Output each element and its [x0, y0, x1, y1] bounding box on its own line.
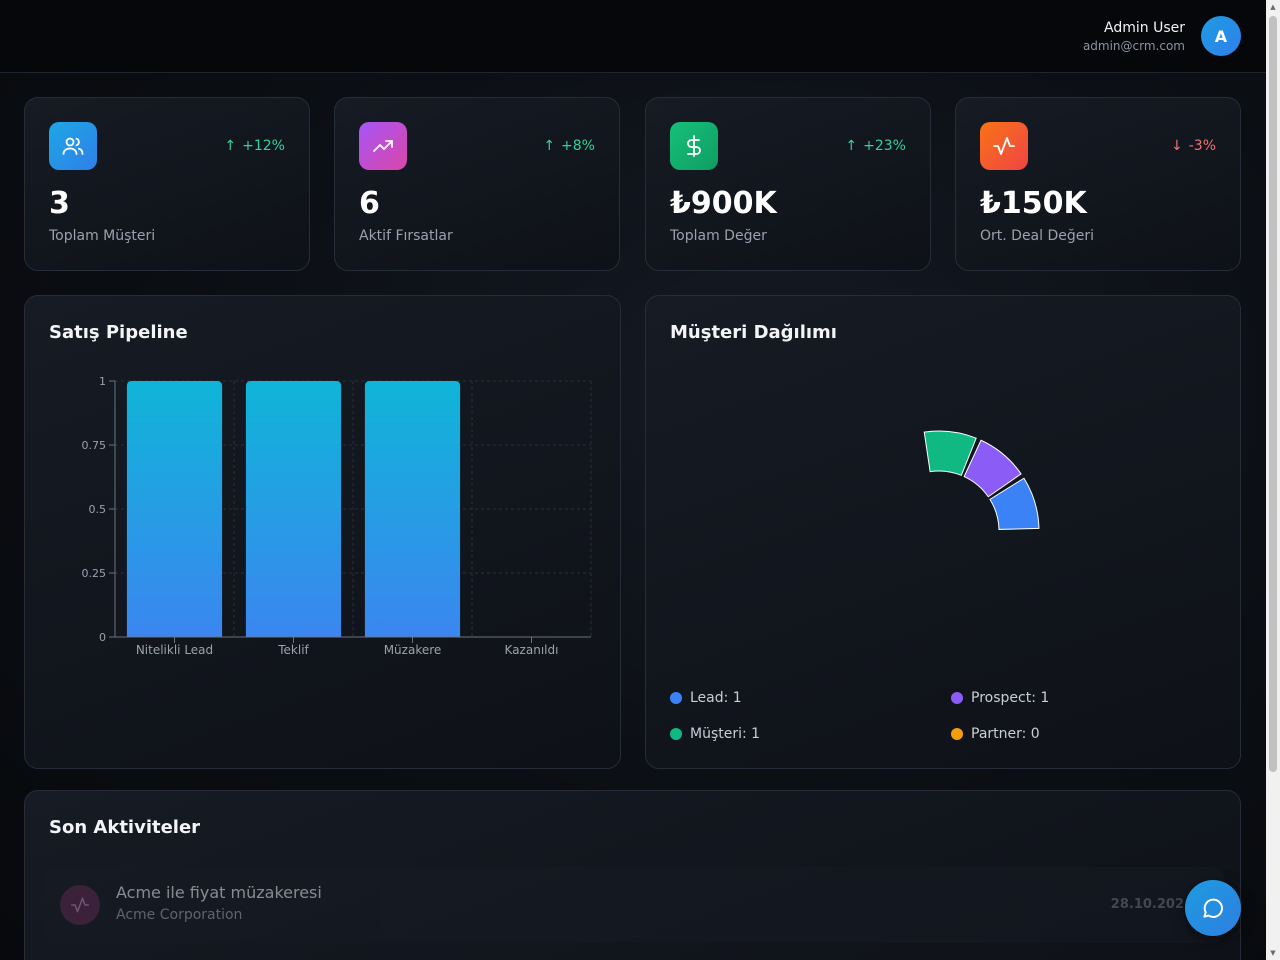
pie-slice-lead [989, 477, 1040, 530]
stat-change: ↓ -3% [1171, 138, 1216, 154]
scroll-up-icon[interactable]: ▲ [1270, 3, 1276, 11]
stat-card-opportunities: ↑ +8% 6 Aktif Fırsatlar [334, 97, 620, 271]
dollar-icon [670, 122, 718, 170]
stat-label: Ort. Deal Değeri [980, 228, 1095, 244]
arrow-up-icon: ↑ [224, 138, 237, 154]
x-tick-label: Müzakere [384, 643, 442, 657]
arrow-up-icon: ↑ [543, 138, 556, 154]
legend-dot [670, 728, 682, 740]
stat-card-total-value: ↑ +23% ₺900K Toplam Değer [645, 97, 931, 271]
users-icon [49, 122, 97, 170]
trending-up-icon [359, 122, 407, 170]
stat-card-avg-deal: ↓ -3% ₺150K Ort. Deal Değeri [955, 97, 1241, 271]
legend-dot [951, 728, 963, 740]
scrollbar[interactable]: ▲ ▼ [1266, 0, 1280, 960]
y-tick-label: 0.5 [89, 503, 107, 516]
panel-title: Satış Pipeline [49, 322, 188, 343]
stat-value: ₺900K [670, 186, 777, 221]
y-tick-label: 0.75 [82, 439, 107, 452]
legend-dot [670, 692, 682, 704]
legend-prospect[interactable]: Prospect: 1 [951, 690, 1049, 706]
legend-partner[interactable]: Partner: 0 [951, 726, 1040, 742]
x-tick-label: Teklif [277, 643, 309, 657]
user-info[interactable]: Admin User admin@crm.com [1083, 18, 1185, 54]
legend-dot [951, 692, 963, 704]
scroll-thumb[interactable] [1269, 16, 1277, 772]
activity-icon [980, 122, 1028, 170]
panel-title: Son Aktiviteler [49, 817, 201, 838]
legend-customer[interactable]: Müşteri: 1 [670, 726, 760, 742]
arrow-down-icon: ↓ [1171, 138, 1183, 154]
stat-value: ₺150K [980, 186, 1087, 221]
chat-button[interactable] [1185, 880, 1241, 936]
bar [245, 381, 342, 637]
chat-icon [1203, 898, 1223, 918]
user-email: admin@crm.com [1082, 39, 1185, 53]
arrow-up-icon: ↑ [845, 138, 858, 154]
distribution-pie-chart [923, 430, 1040, 530]
avatar[interactable]: A [1201, 16, 1241, 56]
y-tick-label: 0 [99, 631, 106, 644]
pie-slice-müşteri [923, 430, 977, 476]
stat-card-customers: ↑ +12% 3 Toplam Müşteri [24, 97, 310, 271]
pipeline-bar-chart: 0 0.25 0.5 0.75 1 Nitelikli Lead Teklif Müzaker… [82, 375, 592, 657]
stat-value: 6 [359, 186, 380, 221]
activities-panel: Son Aktiviteler Acme ile fiyat müzakeres… [24, 790, 1241, 960]
distribution-panel: Müşteri Dağılımı Lead: 1 Prospect: 1 Müş… [645, 295, 1241, 769]
stat-change: ↑ +12% [224, 138, 285, 154]
stat-label: Aktif Fırsatlar [359, 228, 453, 244]
y-tick-label: 1 [99, 375, 106, 388]
activity-title: Acme ile fiyat müzakeresi [116, 883, 322, 902]
bar [364, 381, 461, 637]
stat-label: Toplam Müşteri [49, 228, 156, 244]
activity-item[interactable]: Acme ile fiyat müzakeresi Acme Corporati… [44, 867, 1224, 943]
stat-value: 3 [49, 186, 70, 221]
bar [126, 381, 223, 637]
scroll-down-icon[interactable]: ▼ [1270, 949, 1276, 957]
x-tick-label: Nitelikli Lead [136, 643, 213, 657]
stat-change: ↑ +23% [845, 138, 906, 154]
top-bar: Admin User admin@crm.com A [0, 0, 1266, 73]
stat-label: Toplam Değer [670, 228, 767, 244]
activity-date: 28.10.202 [1110, 897, 1184, 912]
pie-slice-prospect [963, 439, 1022, 498]
x-tick-label: Kazanıldı [505, 643, 559, 657]
user-name: Admin User [1104, 20, 1185, 36]
y-tick-label: 0.25 [82, 567, 107, 580]
legend-lead[interactable]: Lead: 1 [670, 690, 742, 706]
activity-company: Acme Corporation [116, 907, 243, 923]
stat-change: ↑ +8% [543, 138, 595, 154]
pipeline-panel: Satış Pipeline 0 0.25 0.5 0.75 1 Nitelikli Le… [24, 295, 621, 769]
panel-title: Müşteri Dağılımı [670, 322, 837, 343]
activity-icon [60, 885, 100, 925]
